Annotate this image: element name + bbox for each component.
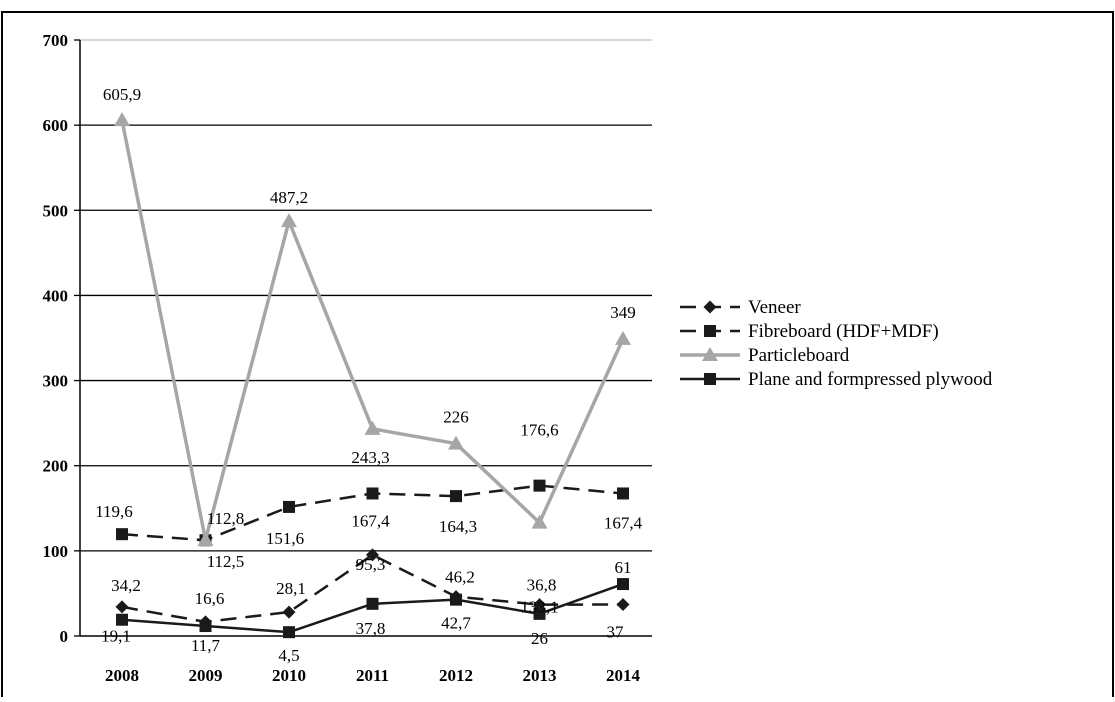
data-label: 119,6 (95, 502, 133, 521)
data-label: 37 (607, 622, 625, 641)
series-2 (114, 112, 631, 546)
legend-item-2: Particleboard (680, 345, 850, 366)
data-label: 19,1 (101, 627, 131, 646)
data-label: 112,5 (207, 552, 245, 571)
data-point (366, 548, 379, 562)
legend-label: Particleboard (748, 345, 850, 366)
data-point (616, 597, 630, 611)
data-point (448, 435, 464, 450)
y-tick-label: 700 (43, 31, 69, 50)
data-point (704, 325, 716, 337)
data-label: 349 (610, 303, 636, 322)
legend-item-0: Veneer (680, 297, 801, 318)
data-point (282, 605, 296, 619)
legend-label: Veneer (748, 297, 801, 318)
data-label: 167,4 (604, 513, 643, 532)
data-label: 112,8 (207, 509, 245, 528)
data-point (531, 514, 548, 529)
data-point (615, 330, 631, 345)
data-label: 95,3 (356, 555, 386, 574)
data-label: 28,1 (276, 579, 306, 598)
data-point (617, 578, 629, 591)
x-tick-label: 2010 (272, 666, 306, 685)
data-point (116, 613, 128, 626)
legend-item-3: Plane and formpressed plywood (680, 369, 993, 390)
y-tick-label: 0 (60, 627, 69, 646)
data-point (283, 500, 295, 513)
data-label: 605,9 (103, 85, 141, 104)
data-label: 26 (531, 629, 548, 648)
data-point (450, 490, 462, 503)
data-label: 176,6 (520, 421, 558, 440)
y-tick-label: 500 (43, 201, 69, 220)
data-label: 167,4 (351, 511, 390, 530)
x-tick-label: 2012 (439, 666, 473, 685)
data-point (617, 487, 629, 500)
legend-item-1: Fibreboard (HDF+MDF) (680, 321, 939, 342)
x-tick-label: 2013 (523, 666, 557, 685)
data-label: 46,2 (445, 568, 475, 587)
data-labels: 34,2 16,6 28,1 95,3 46,2 36,8 37 119,6 112,5 151,… (95, 85, 642, 665)
data-point (533, 607, 546, 620)
x-tick-label: 2011 (356, 666, 389, 685)
legend: Veneer Fibreboard (HDF+MDF) Particleboard P… (680, 297, 993, 390)
data-point (366, 597, 379, 610)
data-point (283, 626, 295, 639)
x-tick-label: 2014 (606, 666, 641, 685)
data-label: 151,6 (266, 529, 304, 548)
legend-label: Plane and formpressed plywood (748, 369, 993, 390)
data-label: 4,5 (278, 646, 299, 665)
data-label: 226 (443, 408, 469, 427)
data-point (366, 487, 379, 500)
data-point (116, 528, 128, 541)
data-label: 61 (615, 558, 632, 577)
gridlines (80, 39, 652, 552)
data-point (197, 531, 214, 546)
data-point (450, 593, 462, 606)
axes: 0 100 200 300 400 500 600 700 2008 2009 2010 2011 20… (43, 31, 652, 685)
data-point (702, 347, 718, 361)
data-point (364, 420, 381, 435)
data-label: 243,3 (351, 448, 389, 467)
y-tick-label: 200 (43, 457, 69, 476)
series-3 (116, 578, 629, 639)
series-line (120, 119, 625, 542)
data-label: 164,3 (439, 517, 477, 536)
data-label: 133,1 (520, 598, 558, 617)
x-tick-label: 2008 (105, 666, 139, 685)
y-tick-label: 400 (43, 286, 69, 305)
data-point (114, 112, 130, 127)
series-lines (114, 112, 631, 639)
y-tick-label: 600 (43, 116, 69, 135)
data-label: 34,2 (111, 576, 141, 595)
data-point (115, 600, 129, 614)
data-label: 16,6 (195, 589, 225, 608)
y-tick-label: 100 (43, 542, 69, 561)
data-point (704, 373, 716, 385)
data-point (703, 300, 717, 314)
data-label: 42,7 (441, 614, 471, 633)
data-label: 37,8 (356, 619, 386, 638)
legend-label: Fibreboard (HDF+MDF) (748, 321, 939, 342)
data-label: 487,2 (270, 188, 308, 207)
data-label: 11,7 (191, 636, 221, 655)
data-point (281, 213, 297, 228)
data-point (199, 620, 212, 633)
y-tick-label: 300 (43, 372, 69, 391)
data-point (533, 479, 546, 492)
x-tick-label: 2009 (189, 666, 223, 685)
data-label: 36,8 (527, 576, 557, 595)
